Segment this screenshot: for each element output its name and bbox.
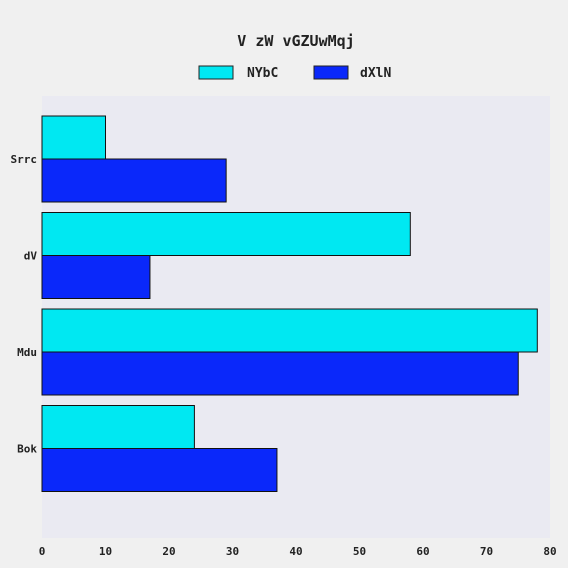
y-tick-label-Srrc: Srrc [11, 153, 38, 166]
legend-label-dXlN: dXlN [360, 66, 391, 81]
legend: NYbC dXlN [198, 65, 391, 81]
legend-swatch-dXlN [313, 65, 349, 80]
x-axis-tick-labels: 0 10 20 30 40 50 60 70 80 [39, 545, 557, 558]
x-tick-label-80: 80 [543, 545, 556, 558]
x-tick-label-10: 10 [99, 545, 112, 558]
chart-title: V zW vGZUwMqj [237, 32, 354, 50]
y-tick-label-Mdu: Mdu [17, 346, 37, 359]
legend-label-NYbC: NYbC [247, 66, 278, 81]
bars [41, 115, 538, 492]
bar-Mdu-NYbC [41, 308, 538, 353]
y-tick-label-dV: dV [24, 250, 38, 263]
x-tick-label-50: 50 [353, 545, 366, 558]
bar-dV-NYbC [41, 212, 411, 256]
bar-Bok-dXlN [41, 448, 278, 492]
y-tick-label-Bok: Bok [17, 443, 37, 456]
bar-Srrc-NYbC [41, 115, 106, 160]
x-tick-label-20: 20 [162, 545, 175, 558]
legend-swatch-NYbC [198, 65, 234, 80]
bar-Bok-NYbC [41, 405, 195, 449]
x-tick-label-60: 60 [416, 545, 429, 558]
x-tick-label-70: 70 [480, 545, 493, 558]
x-tick-label-0: 0 [39, 545, 46, 558]
bar-dV-dXlN [41, 255, 151, 299]
x-tick-label-30: 30 [226, 545, 239, 558]
y-axis-tick-labels: Srrc dV Mdu Bok [11, 153, 38, 456]
x-tick-label-40: 40 [289, 545, 302, 558]
bar-Mdu-dXlN [41, 351, 519, 396]
bar-Srrc-dXlN [41, 158, 227, 203]
